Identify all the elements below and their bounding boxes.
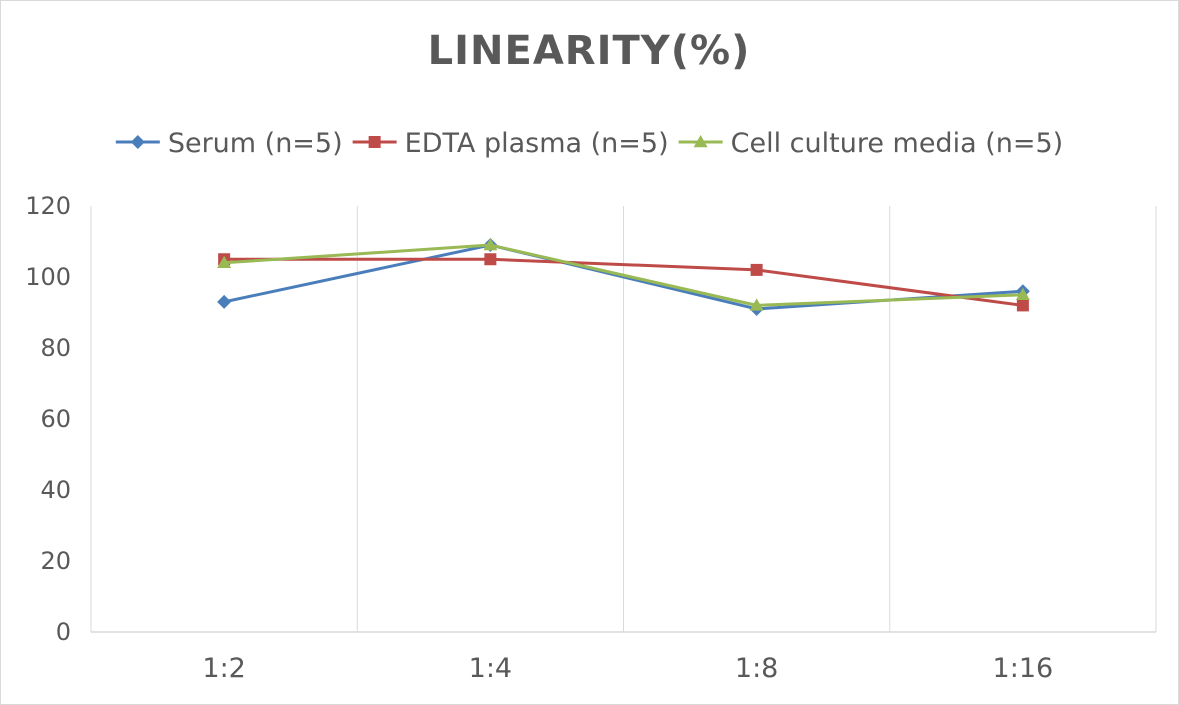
y-tick-label: 60 — [40, 405, 71, 433]
x-tick-label: 1:16 — [993, 653, 1054, 684]
data-point-diamond — [217, 294, 232, 309]
y-tick-label: 20 — [40, 547, 71, 575]
data-point-square — [368, 136, 381, 148]
legend-item: Serum (n=5) — [115, 128, 343, 159]
data-point-square — [484, 253, 497, 266]
legend-label: EDTA plasma (n=5) — [405, 128, 669, 159]
chart-title: LINEARITY(%) — [428, 28, 751, 74]
series-line — [224, 243, 1023, 307]
x-tick-label: 1:4 — [469, 653, 512, 684]
y-tick-label: 0 — [56, 618, 71, 646]
series-line — [224, 257, 1024, 307]
gridlines — [90, 206, 1157, 632]
data-point-triangle — [217, 255, 232, 269]
legend-label: Cell culture media (n=5) — [731, 128, 1064, 159]
series-layer — [217, 238, 1030, 316]
legend-item: EDTA plasma (n=5) — [352, 128, 669, 159]
data-point-triangle — [749, 298, 764, 311]
data-point-square — [750, 263, 763, 276]
y-tick-label: 80 — [40, 334, 71, 362]
x-tick-label: 1:8 — [735, 653, 778, 684]
data-point-triangle — [1015, 287, 1030, 300]
y-axis: 0 20 40 60 80 100 120 — [25, 192, 71, 646]
y-tick-label: 120 — [25, 192, 71, 220]
data-point-triangle — [693, 135, 708, 148]
x-tick-label: 1:2 — [202, 653, 245, 684]
chart-legend: Serum (n=5) EDTA plasma (n=5) Cell culture… — [115, 128, 1064, 159]
x-axis: 1:2 1:4 1:8 1:16 — [91, 631, 1156, 684]
data-point-triangle — [483, 238, 498, 251]
data-point-diamond — [130, 135, 145, 149]
series-3 — [217, 238, 1030, 311]
y-tick-label: 100 — [25, 263, 71, 291]
data-point-square — [1016, 299, 1029, 312]
y-tick-label: 40 — [40, 476, 71, 504]
legend-item: Cell culture media (n=5) — [678, 128, 1064, 159]
legend-label: Serum (n=5) — [168, 128, 343, 159]
